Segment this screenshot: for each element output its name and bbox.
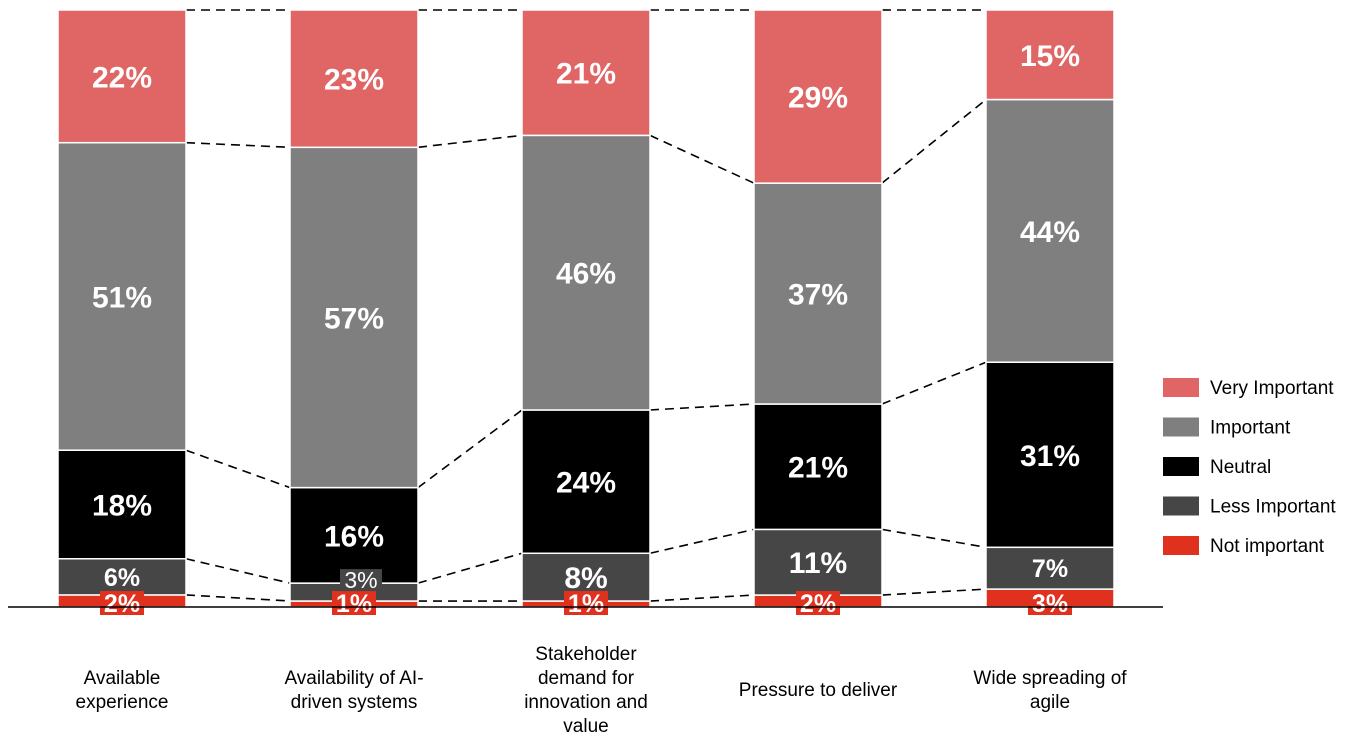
bar-segment-neutral-2 (289, 486, 419, 584)
not-important-tag-5 (1028, 591, 1072, 615)
bar-segment-less-important-1 (57, 558, 187, 596)
value-labels: 2%6%18%51%22%1%3%16%57%23%1%8%24%46%21%2… (92, 40, 1080, 618)
value-label-less-important-1: 6% (104, 564, 140, 592)
bar-segment-neutral-4 (753, 403, 883, 531)
category-label-line: Pressure to deliver (739, 680, 898, 701)
connector-line-1-4 (185, 141, 291, 149)
category-label-line: Availability of AI- (284, 668, 423, 689)
value-label-very-important-5: 15% (1020, 40, 1080, 73)
value-label-important-3: 46% (556, 258, 616, 291)
bar-segment-important-5 (985, 98, 1115, 363)
bar-segment-important-4 (753, 182, 883, 405)
legend-label-not-important: Not important (1210, 536, 1325, 557)
category-label-line: agile (1030, 692, 1070, 713)
category-label-line: innovation and (524, 692, 648, 713)
bar-segment-very-important-3 (521, 9, 651, 137)
category-label-line: Wide spreading of (973, 668, 1127, 689)
legend-label-less-important: Less Important (1210, 497, 1336, 518)
category-label-line: driven systems (291, 692, 418, 713)
category-label-line: demand for (538, 668, 635, 689)
connector-line-4-3 (881, 361, 987, 405)
category-label-1: Available experience (76, 668, 169, 713)
bar-segment-neutral-5 (985, 361, 1115, 549)
not-important-tag-2 (332, 591, 376, 615)
bar-segment-important-3 (521, 134, 651, 411)
legend-swatch-important (1163, 417, 1199, 437)
legend-swatch-very-important (1163, 378, 1199, 397)
bars (57, 9, 1115, 608)
connector-line-4-1 (881, 588, 987, 596)
connector-line-2-4 (417, 134, 523, 149)
value-label-very-important-4: 29% (788, 82, 848, 115)
value-label-neutral-4: 21% (788, 452, 848, 485)
category-label-line: Available (84, 668, 161, 689)
legend-label-neutral: Neutral (1210, 457, 1271, 478)
value-label-not-important-1: 2% (104, 590, 140, 618)
category-label-4: Pressure to deliver (739, 680, 898, 701)
legend-swatch-neutral (1163, 457, 1199, 476)
connector-line-1-2 (185, 557, 291, 584)
connector-line-2-3 (417, 409, 523, 489)
bar-segment-neutral-1 (57, 449, 187, 560)
value-label-not-important-4: 2% (800, 590, 836, 618)
category-label-line: value (563, 716, 608, 733)
connector-line-3-3 (649, 403, 755, 411)
bar-segment-less-important-5 (985, 546, 1115, 590)
legend: Very Important Important Neutral Less Impor… (1163, 378, 1336, 557)
not-important-tag-4 (796, 591, 840, 615)
legend-label-very-important: Very Important (1210, 378, 1334, 399)
value-label-important-4: 37% (788, 279, 848, 312)
legend-swatch-less-important (1163, 496, 1199, 516)
bar-segment-very-important-1 (57, 9, 187, 144)
connector-line-3-1 (649, 594, 755, 602)
value-label-important-5: 44% (1020, 216, 1080, 249)
value-label-not-important-2: 1% (336, 590, 372, 618)
value-label-important-2: 57% (324, 302, 384, 335)
connector-lines (185, 9, 987, 602)
connector-line-1-1 (185, 594, 291, 602)
connector-line-1-3 (185, 449, 291, 489)
legend-label-important: Important (1210, 418, 1291, 439)
value-label-important-1: 51% (92, 281, 152, 314)
value-label-neutral-5: 31% (1020, 440, 1080, 473)
legend-swatch-not-important (1163, 536, 1199, 555)
not-important-tag-3 (564, 591, 608, 615)
connector-line-2-2 (417, 552, 523, 584)
connector-line-3-2 (649, 528, 755, 555)
category-label-2: Availability of AI-driven systems (284, 668, 423, 713)
value-label-neutral-1: 18% (92, 489, 152, 522)
category-labels: Available experience Availability of AI-dr… (76, 644, 1128, 733)
bar-segment-very-important-2 (289, 9, 419, 149)
not-important-tag-1 (100, 591, 144, 615)
bar-segment-very-important-4 (753, 9, 883, 184)
value-label-less-important-4: 11% (789, 547, 847, 580)
value-label-less-important-5: 7% (1032, 555, 1068, 583)
value-label-very-important-3: 21% (556, 58, 616, 91)
value-label-neutral-2: 16% (324, 520, 384, 553)
value-label-not-important-5: 3% (1032, 590, 1068, 618)
value-label-not-important-3: 1% (568, 590, 604, 618)
small-value-tag-2 (340, 569, 382, 592)
bar-segment-important-2 (289, 146, 419, 489)
value-label-neutral-3: 24% (556, 467, 616, 500)
value-label-very-important-1: 22% (92, 61, 152, 94)
connector-line-4-4 (881, 98, 987, 184)
value-label-less-important-2: 3% (344, 567, 377, 593)
value-label-very-important-2: 23% (324, 64, 384, 97)
bar-segment-important-1 (57, 141, 187, 451)
category-label-line: Stakeholder (535, 644, 637, 665)
bar-segment-neutral-3 (521, 409, 651, 555)
connector-line-3-4 (649, 134, 755, 184)
connector-line-4-2 (881, 528, 987, 549)
category-label-5: Wide spreading of agile (973, 668, 1127, 713)
value-label-less-important-3: 8% (564, 562, 607, 595)
bar-segment-very-important-5 (985, 9, 1115, 101)
category-label-3: Stakeholder demand for innovation and value (524, 644, 648, 733)
category-label-line: experience (76, 692, 169, 713)
